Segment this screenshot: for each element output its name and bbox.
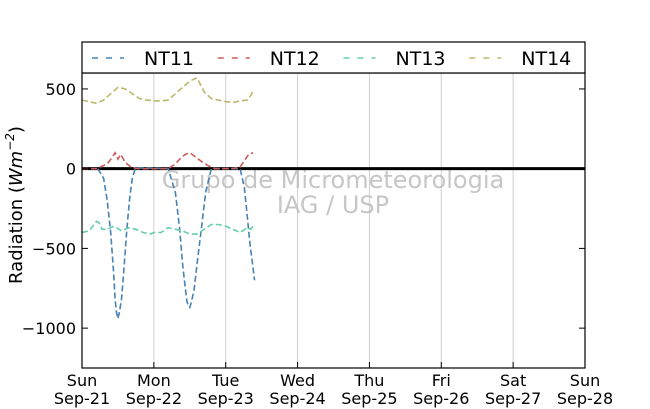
legend-label-nt14: NT14 <box>521 48 571 70</box>
x-tick-label-date: Sep-21 <box>54 389 110 408</box>
x-tick-label-date: Sep-24 <box>269 389 325 408</box>
x-axis: SunSep-21MonSep-22TueSep-23WedSep-24ThuS… <box>54 362 613 408</box>
watermark: Grupo de Micrometeorologia IAG / USP <box>162 166 504 219</box>
y-axis-label-unit: Wm <box>6 151 27 186</box>
x-tick-label-date: Sep-26 <box>413 389 469 408</box>
x-tick-label-date: Sep-27 <box>485 389 541 408</box>
watermark-line-1: Grupo de Micrometeorologia <box>162 166 504 194</box>
y-tick-label: 500 <box>45 80 76 99</box>
series-line-nt13 <box>81 220 254 235</box>
y-axis-label-text: Radiation ( <box>6 186 27 284</box>
series-line-nt14 <box>81 76 254 105</box>
x-tick-label-day: Sun <box>67 371 97 390</box>
x-tick-label-date: Sep-23 <box>198 389 254 408</box>
y-tick-label: −500 <box>32 239 76 258</box>
x-tick-label-day: Wed <box>280 371 315 390</box>
x-tick-label-day: Sun <box>570 371 600 390</box>
x-tick-label-date: Sep-28 <box>557 389 613 408</box>
watermark-line-2: IAG / USP <box>277 191 389 219</box>
series-lines <box>81 76 256 319</box>
legend-label-nt13: NT13 <box>396 48 446 70</box>
x-tick-label-day: Fri <box>432 371 451 390</box>
legend-label-nt11: NT11 <box>144 48 194 70</box>
x-tick-label-day: Sat <box>500 371 526 390</box>
y-tick-label: −1000 <box>22 319 76 338</box>
x-tick-label-day: Thu <box>353 371 384 390</box>
legend: NT11 NT12 NT13 NT14 <box>81 41 586 74</box>
y-axis-label: Radiation (Wm−2) <box>3 126 27 284</box>
series-line-nt12 <box>82 150 254 170</box>
x-tick-label-date: Sep-22 <box>126 389 182 408</box>
legend-label-nt12: NT12 <box>270 48 320 70</box>
x-tick-label-day: Mon <box>137 371 171 390</box>
y-axis: −1000 −500 0 500 <box>22 80 585 338</box>
x-tick-label-day: Tue <box>211 371 239 390</box>
y-tick-label: 0 <box>66 160 76 179</box>
y-axis-label-exponent: −2 <box>3 133 17 151</box>
y-axis-label-close: ) <box>6 126 27 133</box>
x-tick-label-date: Sep-25 <box>341 389 397 408</box>
